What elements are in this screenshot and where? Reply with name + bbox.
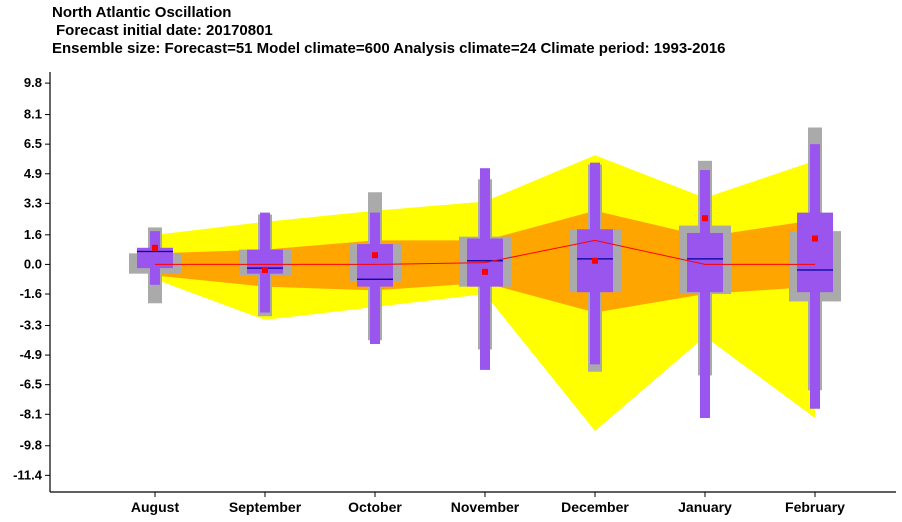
y-tick-label: -3.3 [20,317,42,332]
y-tick-label: 9.8 [24,75,42,90]
axes: 9.8 8.1 6.5 4.9 3.3 1.6 0.0 -1.6 -3.3 -4.9 -6.5 -8.… [13,72,896,515]
y-tick-label: 0.0 [24,256,42,271]
mean-marker [372,252,378,259]
y-tick-label: -9.8 [20,438,42,453]
x-tick-label: February [785,499,845,515]
forecast-box [797,212,833,293]
y-tick-label: -8.1 [20,406,42,421]
box-august [129,227,181,304]
box-october [349,192,401,344]
box-group [129,127,841,418]
box-february [789,127,841,409]
forecast-whisker [700,170,710,418]
y-tick-label: -1.6 [20,286,42,301]
x-tick-label: December [561,499,629,515]
forecast-box [357,244,393,287]
chart-title: North Atlantic Oscillation [52,4,232,21]
x-tick-label: November [451,499,520,515]
forecast-box [687,232,723,293]
x-tick-label: September [229,499,302,515]
x-tick-label: August [131,499,180,515]
mean-marker [482,268,488,275]
y-tick-label: 6.5 [24,136,42,151]
x-tick-label: January [678,499,732,515]
mean-line [155,239,815,265]
y-tick-label: -4.9 [20,347,42,362]
y-tick-label: -6.5 [20,377,42,392]
forecast-box [137,247,173,269]
chart-info: Ensemble size: Forecast=51 Model climate… [52,40,726,57]
y-tick-label: 3.3 [24,195,42,210]
mean-marker [152,244,158,251]
mean-marker [702,215,708,222]
y-tick-label: 4.9 [24,166,42,181]
box-january [679,160,731,418]
mean-marker [592,257,598,264]
y-tick-label: -11.4 [13,467,43,482]
mean-marker [262,266,268,273]
y-tick-label: 8.1 [24,107,42,122]
y-tick-label: 1.6 [24,227,42,242]
mean-marker [812,235,818,242]
title-block: North Atlantic Oscillation Forecast init… [52,4,726,58]
x-tick-label: October [348,499,402,515]
chart-subtitle: Forecast initial date: 20170801 [56,22,273,39]
